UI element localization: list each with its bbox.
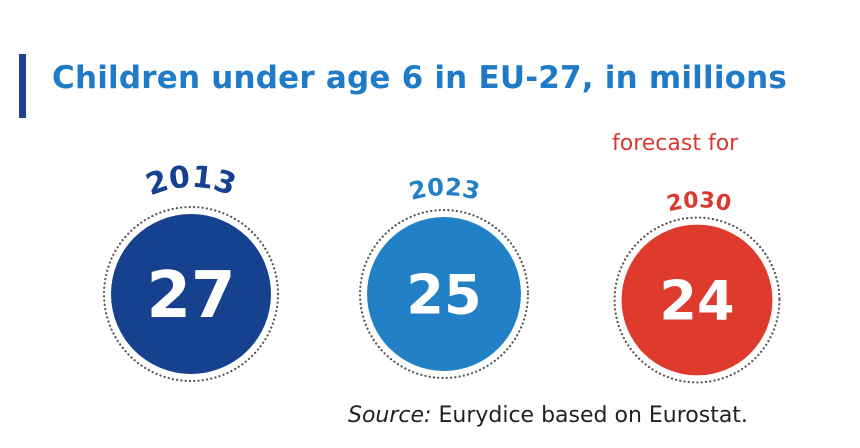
bubble-2013 (111, 214, 271, 374)
year-label-2030: 2030 (665, 188, 733, 217)
forecast-annotation: forecast for (612, 131, 739, 156)
year-label-2013: 2013 (142, 160, 241, 203)
source-text: Eurydice based on Eurostat. (438, 403, 748, 428)
source-note: Source: Eurydice based on Eurostat. (348, 403, 748, 428)
bubble-value-label: 25 (406, 263, 481, 326)
bubble-2030 (621, 224, 773, 376)
bubble-dotted-ring (358, 208, 530, 380)
source-label: Source: (348, 403, 432, 428)
bubble-value-label: 27 (146, 259, 235, 333)
year-label-2023: 2023 (407, 173, 483, 206)
chart-title: Children under age 6 in EU-27, in millio… (52, 60, 788, 96)
title-accent-bar (19, 54, 26, 118)
bubble-2023 (367, 217, 521, 371)
bubble-dotted-ring (102, 205, 280, 383)
bubble-value-label: 24 (659, 269, 734, 332)
bubble-dotted-ring (613, 216, 781, 384)
